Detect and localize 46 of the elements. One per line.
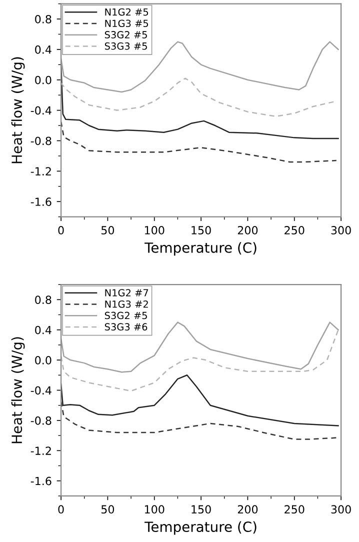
y-tick-label: 0.4 — [35, 326, 52, 334]
x-tick-label: 0 — [58, 226, 64, 234]
y-tick-label: -1.6 — [30, 198, 52, 206]
x-tick-label: 50 — [101, 226, 114, 234]
x-tick-label: 150 — [192, 505, 211, 514]
y-tick-label: 0.8 — [35, 14, 52, 24]
x-tick-label: 250 — [284, 505, 304, 514]
line-series — [61, 329, 339, 392]
y-tick-label: -1.6 — [30, 476, 52, 486]
x-tick-label: 300 — [331, 505, 351, 514]
y-tick-label: 0.8 — [35, 296, 52, 304]
legend-label: S3G2 #5 — [104, 31, 147, 38]
line-series — [61, 400, 338, 440]
x-tick-label: 250 — [284, 226, 304, 234]
y-tick-label: -0.8 — [30, 136, 52, 146]
x-tick-label: 150 — [192, 226, 211, 234]
x-tick-label: 200 — [238, 226, 258, 234]
line-series — [61, 374, 339, 426]
x-tick-label: 100 — [144, 226, 164, 234]
x-axis-title: Temperature (C) — [144, 521, 256, 535]
line-series — [61, 322, 339, 373]
y-tick-label: 0.0 — [35, 76, 52, 84]
y-tick-label: -1.2 — [30, 446, 51, 455]
legend-label: N1G3 #5 — [105, 20, 148, 28]
x-axis-title: Temperature (C) — [144, 242, 256, 256]
legend-label: N1G2 #7 — [105, 289, 148, 296]
legend-label: N1G3 #2 — [105, 300, 148, 308]
y-axis-title: Heat flow (W/g) — [11, 337, 25, 444]
line-series — [61, 121, 338, 163]
x-tick-label: 100 — [144, 505, 164, 514]
line-series — [61, 41, 339, 93]
x-tick-label: 300 — [331, 226, 351, 234]
legend-label: S3G3 #6 — [104, 323, 148, 331]
y-tick-label: -0.8 — [30, 416, 52, 425]
y-tick-label: 0.4 — [35, 45, 52, 54]
y-tick-label: -0.4 — [30, 386, 52, 395]
y-tick-label: -0.4 — [30, 106, 52, 115]
x-tick-label: 200 — [238, 505, 258, 514]
y-tick-label: -1.2 — [30, 167, 51, 176]
x-tick-label: 0 — [58, 505, 64, 514]
legend-label: N1G2 #5 — [105, 8, 148, 16]
legend-label: S3G2 #5 — [104, 312, 147, 320]
legend-label: S3G3 #5 — [104, 42, 147, 50]
y-tick-label: 0.0 — [35, 356, 52, 364]
y-axis-title: Heat flow (W/g) — [11, 57, 25, 164]
x-tick-label: 50 — [101, 505, 114, 514]
